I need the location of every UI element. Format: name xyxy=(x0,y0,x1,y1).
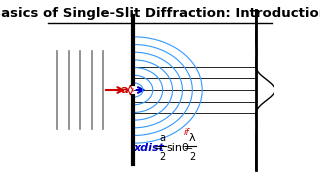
Text: =: = xyxy=(154,143,164,153)
Text: Basics of Single-Slit Diffraction: Introduction: Basics of Single-Slit Diffraction: Intro… xyxy=(0,7,320,20)
Text: 2: 2 xyxy=(189,152,195,162)
Text: a: a xyxy=(121,85,128,95)
Text: xdist: xdist xyxy=(134,143,165,153)
Text: 2: 2 xyxy=(159,152,165,162)
Text: sinθ: sinθ xyxy=(166,143,189,153)
Text: λ: λ xyxy=(188,133,195,143)
Text: if: if xyxy=(184,127,190,136)
Text: a: a xyxy=(159,133,165,143)
Text: =: = xyxy=(183,143,193,153)
